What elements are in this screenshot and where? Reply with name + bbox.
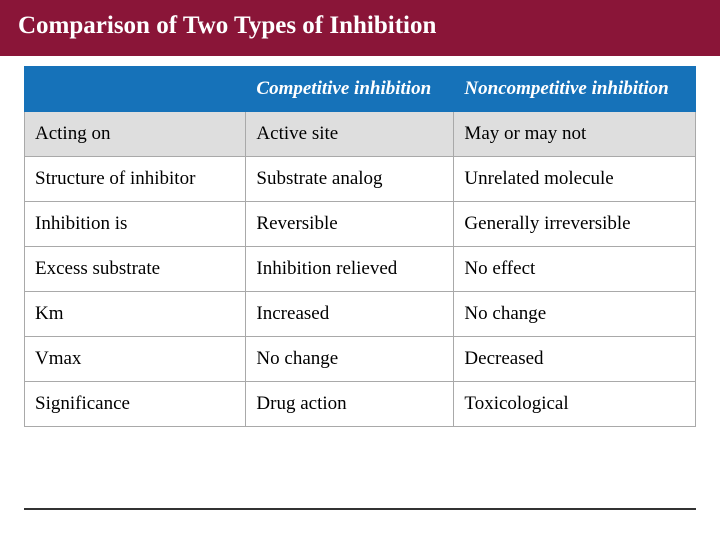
footer-divider: [24, 508, 696, 510]
cell-noncompetitive: No change: [454, 292, 696, 337]
row-label: Km: [25, 292, 246, 337]
table-row: Significance Drug action Toxicological: [25, 382, 696, 427]
content-area: Competitive inhibition Noncompetitive in…: [0, 56, 720, 427]
table-row: Km Increased No change: [25, 292, 696, 337]
cell-competitive: Active site: [246, 112, 454, 157]
cell-competitive: Substrate analog: [246, 157, 454, 202]
cell-noncompetitive: Toxicological: [454, 382, 696, 427]
row-label: Structure of inhibitor: [25, 157, 246, 202]
cell-noncompetitive: Unrelated molecule: [454, 157, 696, 202]
table-row: Vmax No change Decreased: [25, 337, 696, 382]
table-row: Acting on Active site May or may not: [25, 112, 696, 157]
table-body: Acting on Active site May or may not Str…: [25, 112, 696, 427]
table-row: Structure of inhibitor Substrate analog …: [25, 157, 696, 202]
cell-competitive: Drug action: [246, 382, 454, 427]
table-header-row: Competitive inhibition Noncompetitive in…: [25, 67, 696, 112]
row-label: Significance: [25, 382, 246, 427]
table-row: Inhibition is Reversible Generally irrev…: [25, 202, 696, 247]
row-label: Excess substrate: [25, 247, 246, 292]
cell-competitive: Increased: [246, 292, 454, 337]
page-title: Comparison of Two Types of Inhibition: [18, 12, 436, 40]
row-label: Acting on: [25, 112, 246, 157]
cell-competitive: Inhibition relieved: [246, 247, 454, 292]
table-row: Excess substrate Inhibition relieved No …: [25, 247, 696, 292]
title-bar: Comparison of Two Types of Inhibition: [0, 0, 720, 56]
cell-noncompetitive: Generally irreversible: [454, 202, 696, 247]
cell-noncompetitive: No effect: [454, 247, 696, 292]
header-empty: [25, 67, 246, 112]
cell-competitive: Reversible: [246, 202, 454, 247]
row-label: Inhibition is: [25, 202, 246, 247]
row-label: Vmax: [25, 337, 246, 382]
comparison-table: Competitive inhibition Noncompetitive in…: [24, 66, 696, 427]
header-competitive: Competitive inhibition: [246, 67, 454, 112]
cell-competitive: No change: [246, 337, 454, 382]
header-noncompetitive: Noncompetitive inhibition: [454, 67, 696, 112]
cell-noncompetitive: Decreased: [454, 337, 696, 382]
cell-noncompetitive: May or may not: [454, 112, 696, 157]
